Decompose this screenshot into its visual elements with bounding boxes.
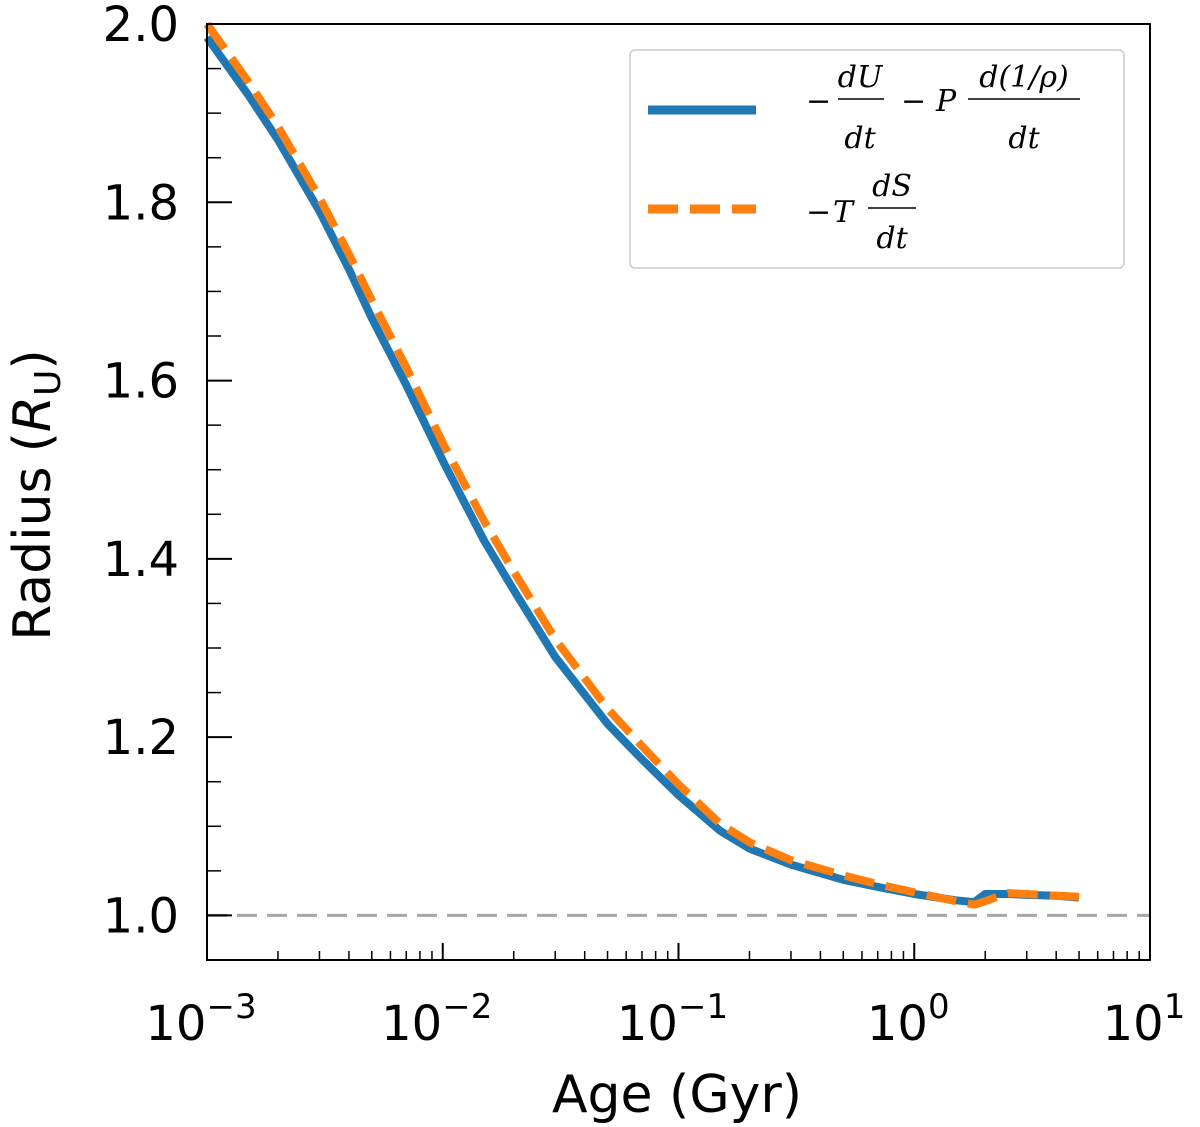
legend-frac-num: dU [838, 60, 884, 95]
x-tick-label-base: 10 [145, 996, 206, 1052]
legend-minus: − [901, 84, 926, 119]
x-tick-label: 10−2 [381, 987, 492, 1052]
x-tick-label-base: 10 [381, 996, 442, 1052]
legend-entry-1-label: − dU dt − P d(1/ρ) dt [806, 60, 1080, 156]
x-tick-label: 10−1 [617, 987, 728, 1052]
legend-symbol-t: T [833, 195, 855, 230]
y-axis-label-group: Radius (RU) [3, 349, 69, 640]
y-tick-label: 1.0 [103, 888, 179, 944]
x-tick-label-exponent: 1 [1164, 987, 1186, 1027]
x-axis-label: Age (Gyr) [552, 1065, 802, 1125]
y-tick-label: 1.6 [103, 354, 179, 410]
legend-minus: − [806, 195, 831, 230]
y-tick-label: 1.2 [103, 710, 179, 766]
x-tick-label-exponent: −3 [206, 987, 256, 1027]
legend: − dU dt − P d(1/ρ) dt − T dS dt [629, 49, 1125, 269]
y-axis-label-text: Radius [3, 466, 63, 640]
y-axis-unit-subscript: U [28, 370, 69, 396]
y-axis-label-open-paren: ( [3, 432, 63, 452]
legend-entry-2-label: − T dS dt [806, 169, 916, 256]
y-tick-label: 1.8 [103, 175, 179, 231]
x-tick-label-exponent: 0 [928, 987, 950, 1027]
x-tick-label-base: 10 [617, 996, 678, 1052]
x-tick-label-exponent: −2 [442, 987, 492, 1027]
y-axis-label-close-paren: ) [3, 349, 63, 369]
series-layer [203, 21, 1080, 909]
y-axis-label: Radius (RU) [3, 349, 69, 640]
x-tick-label-base: 10 [867, 996, 928, 1052]
legend-frac-num: dS [872, 169, 912, 204]
y-tick-label: 2.0 [103, 0, 179, 53]
series-line-1 [203, 35, 1080, 907]
legend-symbol-p: P [935, 84, 957, 119]
legend-frac-den: dt [844, 121, 876, 156]
y-tick-label: 1.4 [103, 532, 179, 588]
legend-minus: − [806, 84, 831, 119]
y-axis-unit-symbol: R [3, 396, 63, 432]
x-tick-label: 101 [1103, 987, 1186, 1052]
legend-frac-den: dt [1008, 121, 1040, 156]
x-tick-label: 10−3 [145, 987, 256, 1052]
series-line-2 [203, 21, 1080, 909]
x-tick-label: 100 [867, 987, 950, 1052]
plot-frame [206, 23, 1151, 961]
legend-frac-den: dt [876, 221, 908, 256]
legend-frac-num: d(1/ρ) [979, 60, 1068, 95]
x-tick-label-base: 10 [1103, 996, 1164, 1052]
x-tick-label-exponent: −1 [678, 987, 728, 1027]
